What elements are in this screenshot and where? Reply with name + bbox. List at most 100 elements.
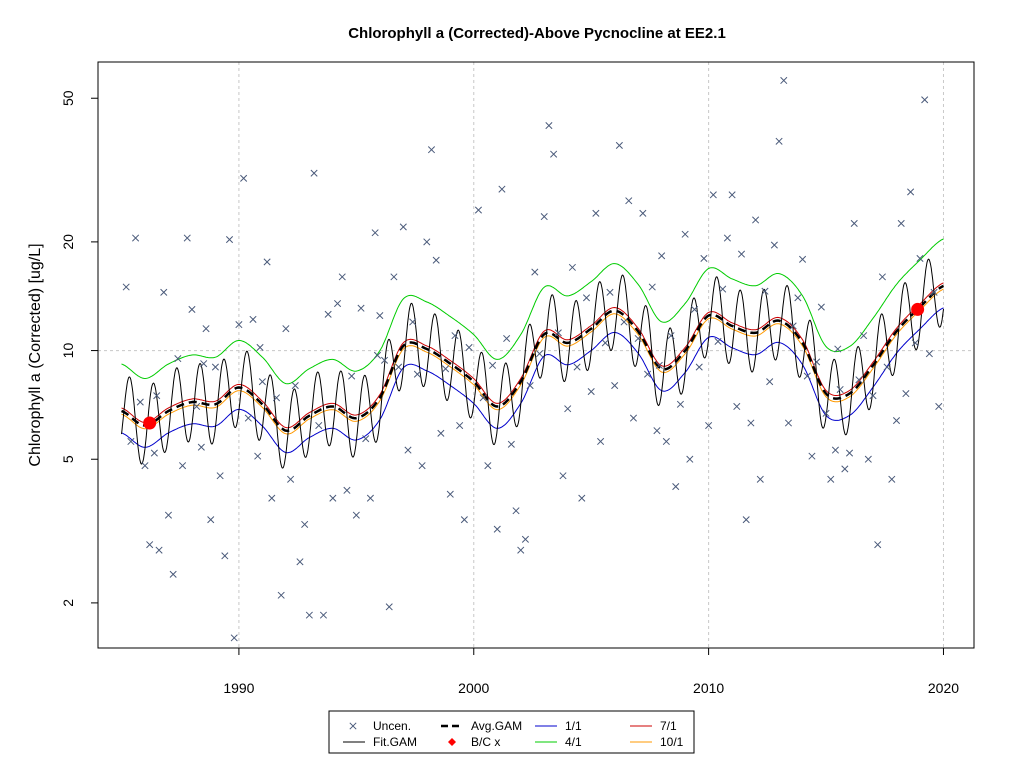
uncen-point [653, 427, 661, 435]
uncen-point [911, 339, 919, 347]
uncen-point [723, 234, 731, 242]
uncen-point [888, 475, 896, 483]
uncen-point [512, 507, 520, 515]
uncen-point [695, 363, 703, 371]
series-line-7-1 [121, 282, 944, 429]
x-tick-label-2020: 2020 [928, 680, 959, 696]
uncen-point [357, 304, 365, 312]
uncen-point [564, 405, 572, 413]
uncen-point [573, 363, 581, 371]
uncen-point [531, 268, 539, 276]
uncen-point [780, 76, 788, 85]
uncen-point [193, 402, 201, 411]
uncen-point [362, 435, 370, 443]
uncen-point [568, 263, 576, 271]
uncen-point [197, 443, 205, 451]
uncen-point [878, 273, 886, 281]
uncen-point [442, 365, 450, 373]
uncen-point [834, 345, 842, 353]
uncen-point [507, 440, 515, 448]
x-tick-label-2010: 2010 [693, 680, 724, 696]
series-line-4-1 [121, 238, 944, 385]
uncen-point [437, 429, 445, 437]
uncen-point [672, 483, 680, 491]
legend-avg-gam-label: Avg.GAM [471, 719, 522, 733]
x-tick-label-1990: 1990 [223, 680, 254, 696]
uncen-point [860, 332, 868, 340]
uncen-point [775, 137, 783, 145]
uncen-point [188, 305, 196, 313]
uncen-point [465, 343, 473, 352]
uncen-point [456, 421, 464, 430]
legend-box [328, 710, 695, 754]
uncen-point [559, 472, 567, 480]
uncen-point [770, 241, 778, 249]
uncen-point [244, 414, 252, 422]
uncen-point [752, 216, 760, 224]
uncen-point [662, 437, 670, 446]
uncen-point [310, 169, 318, 177]
uncen-point [127, 437, 135, 446]
uncen-point [648, 283, 656, 291]
uncen-point [845, 449, 854, 457]
uncen-point [404, 446, 412, 454]
uncen-point [277, 591, 285, 599]
uncen-point [883, 363, 891, 371]
uncen-point [155, 546, 163, 554]
uncen-point [240, 174, 248, 182]
y-tick-label-20: 20 [60, 234, 76, 250]
uncen-point [390, 273, 398, 281]
uncen-point [897, 219, 905, 227]
uncen-point [935, 402, 943, 411]
uncen-point [925, 350, 933, 358]
uncen-point [728, 191, 736, 199]
uncen-point [202, 325, 210, 333]
uncen-point [211, 363, 219, 371]
uncen-point [611, 381, 619, 390]
uncen-point [535, 350, 544, 358]
uncen-point [902, 390, 910, 398]
uncen-point [272, 394, 281, 402]
uncen-point [141, 462, 149, 470]
legend-1-1-label: 1/1 [565, 719, 582, 733]
uncen-point [789, 322, 797, 330]
uncen-point [373, 351, 382, 359]
uncen-point [413, 370, 421, 378]
uncen-point [540, 213, 548, 221]
uncen-point [460, 516, 468, 524]
uncen-point [850, 219, 858, 227]
uncen-point [329, 494, 337, 502]
uncen-point [550, 150, 558, 158]
uncen-point [719, 285, 727, 293]
uncen-point [855, 376, 863, 384]
uncen-point [554, 329, 562, 337]
uncen-point [761, 287, 769, 295]
uncen-point [479, 394, 487, 402]
uncen-point [733, 402, 741, 411]
y-tick-label-10: 10 [60, 343, 76, 359]
uncen-point [794, 294, 802, 302]
uncen-point [639, 209, 647, 217]
legend-uncen-marker [349, 722, 357, 730]
uncen-point [333, 299, 342, 308]
uncen-point [822, 409, 830, 417]
uncen-point [178, 462, 187, 470]
uncen-point [235, 321, 243, 329]
uncen-point [160, 288, 168, 296]
uncen-point [254, 452, 262, 460]
uncen-point [667, 332, 675, 340]
uncen-point [301, 520, 309, 528]
x-axis: 1990 2000 2010 2020 [223, 647, 959, 696]
uncen-point [803, 372, 811, 380]
uncen-point [907, 188, 915, 196]
uncen-point [200, 360, 208, 368]
uncen-point [319, 611, 328, 619]
uncen-point [305, 611, 313, 619]
uncen-point [216, 472, 224, 480]
uncen-point [784, 419, 793, 427]
uncen-point [737, 250, 746, 258]
uncen-point [258, 378, 266, 386]
uncen-point [747, 419, 755, 427]
uncen-point [324, 310, 332, 318]
